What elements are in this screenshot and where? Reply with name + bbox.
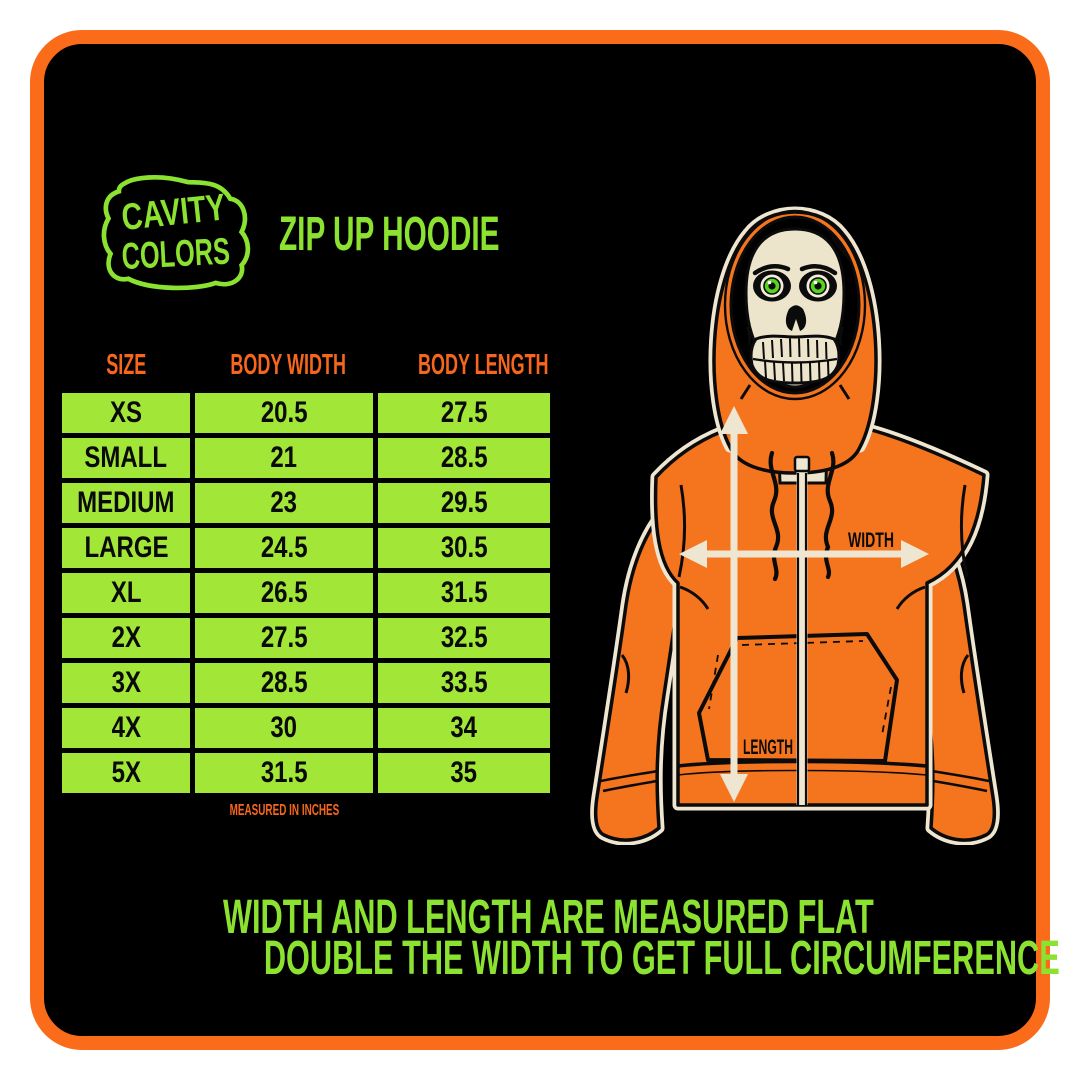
skull-face xyxy=(744,227,850,389)
body-width-value: 31.5 xyxy=(195,753,373,793)
body-width-value: 27.5 xyxy=(195,618,373,658)
body-width-value: 28.5 xyxy=(195,663,373,703)
zipper xyxy=(793,455,811,805)
hoodie-illustration: WIDTH LENGTH xyxy=(590,206,1000,845)
body-length-value: 32.5 xyxy=(378,618,550,658)
hood-rim-outer xyxy=(723,209,867,401)
upper-teeth xyxy=(762,338,828,360)
body-length-value: 30.5 xyxy=(378,528,550,568)
body-length-value: 27.5 xyxy=(378,393,550,433)
col-header-body-width: BODY WIDTH xyxy=(230,349,346,381)
logo-word-colors: COLORS xyxy=(121,229,231,277)
size-table-body: XS 20.5 27.5 SMALL 21 28.5 MEDIUM 23 29.… xyxy=(62,393,550,793)
body-length-value: 29.5 xyxy=(378,483,550,523)
page-title: ZIP UP HOODIE xyxy=(279,208,500,261)
measurement-note-line1: WIDTH AND LENGTH ARE MEASURED FLAT xyxy=(223,891,874,944)
pocket xyxy=(697,632,899,763)
col-header-size: SIZE xyxy=(106,349,146,381)
body-width-value: 26.5 xyxy=(195,573,373,613)
body-length-value: 35 xyxy=(378,753,550,793)
size-table: SIZE BODY WIDTH BODY LENGTH XS 20.5 27.5… xyxy=(62,350,550,820)
zipper-pull xyxy=(793,455,811,473)
size-label: 2X xyxy=(62,618,190,658)
size-label: LARGE xyxy=(62,528,190,568)
size-label: SMALL xyxy=(62,438,190,478)
body-length-value: 31.5 xyxy=(378,573,550,613)
col-header-body-length: BODY LENGTH xyxy=(418,349,549,381)
size-label: 4X xyxy=(62,708,190,748)
body-length-value: 34 xyxy=(378,708,550,748)
measurement-note-line2: DOUBLE THE WIDTH TO GET FULL CIRCUMFEREN… xyxy=(263,932,1060,985)
body-width-value: 24.5 xyxy=(195,528,373,568)
body-length-value: 28.5 xyxy=(378,438,550,478)
cavitycolors-logo-icon: CAVITY COLORS xyxy=(101,174,251,291)
body-width-value: 23 xyxy=(195,483,373,523)
body-length-value: 33.5 xyxy=(378,663,550,703)
units-note: MEASURED IN INCHES xyxy=(229,802,339,819)
size-label: XL xyxy=(62,573,190,613)
size-label: 3X xyxy=(62,663,190,703)
measurement-note: WIDTH AND LENGTH ARE MEASURED FLAT DOUBL… xyxy=(40,891,1060,985)
body-width-value: 20.5 xyxy=(195,393,373,433)
size-label: MEDIUM xyxy=(62,483,190,523)
width-arrow-label: WIDTH xyxy=(848,529,894,552)
drawstrings xyxy=(768,450,836,582)
size-table-header: SIZE BODY WIDTH BODY LENGTH xyxy=(62,350,550,380)
body-width-value: 21 xyxy=(195,438,373,478)
lower-teeth xyxy=(764,360,830,382)
width-arrow xyxy=(679,540,929,568)
body-width-value: 30 xyxy=(195,708,373,748)
skull-brows xyxy=(752,264,838,276)
logo-blob-outline xyxy=(101,174,251,291)
length-arrow xyxy=(720,406,748,802)
size-label: XS xyxy=(62,393,190,433)
torso xyxy=(650,412,990,811)
length-arrow-label: LENGTH xyxy=(743,736,793,759)
skull-nose xyxy=(785,305,807,331)
size-label: 5X xyxy=(62,753,190,793)
